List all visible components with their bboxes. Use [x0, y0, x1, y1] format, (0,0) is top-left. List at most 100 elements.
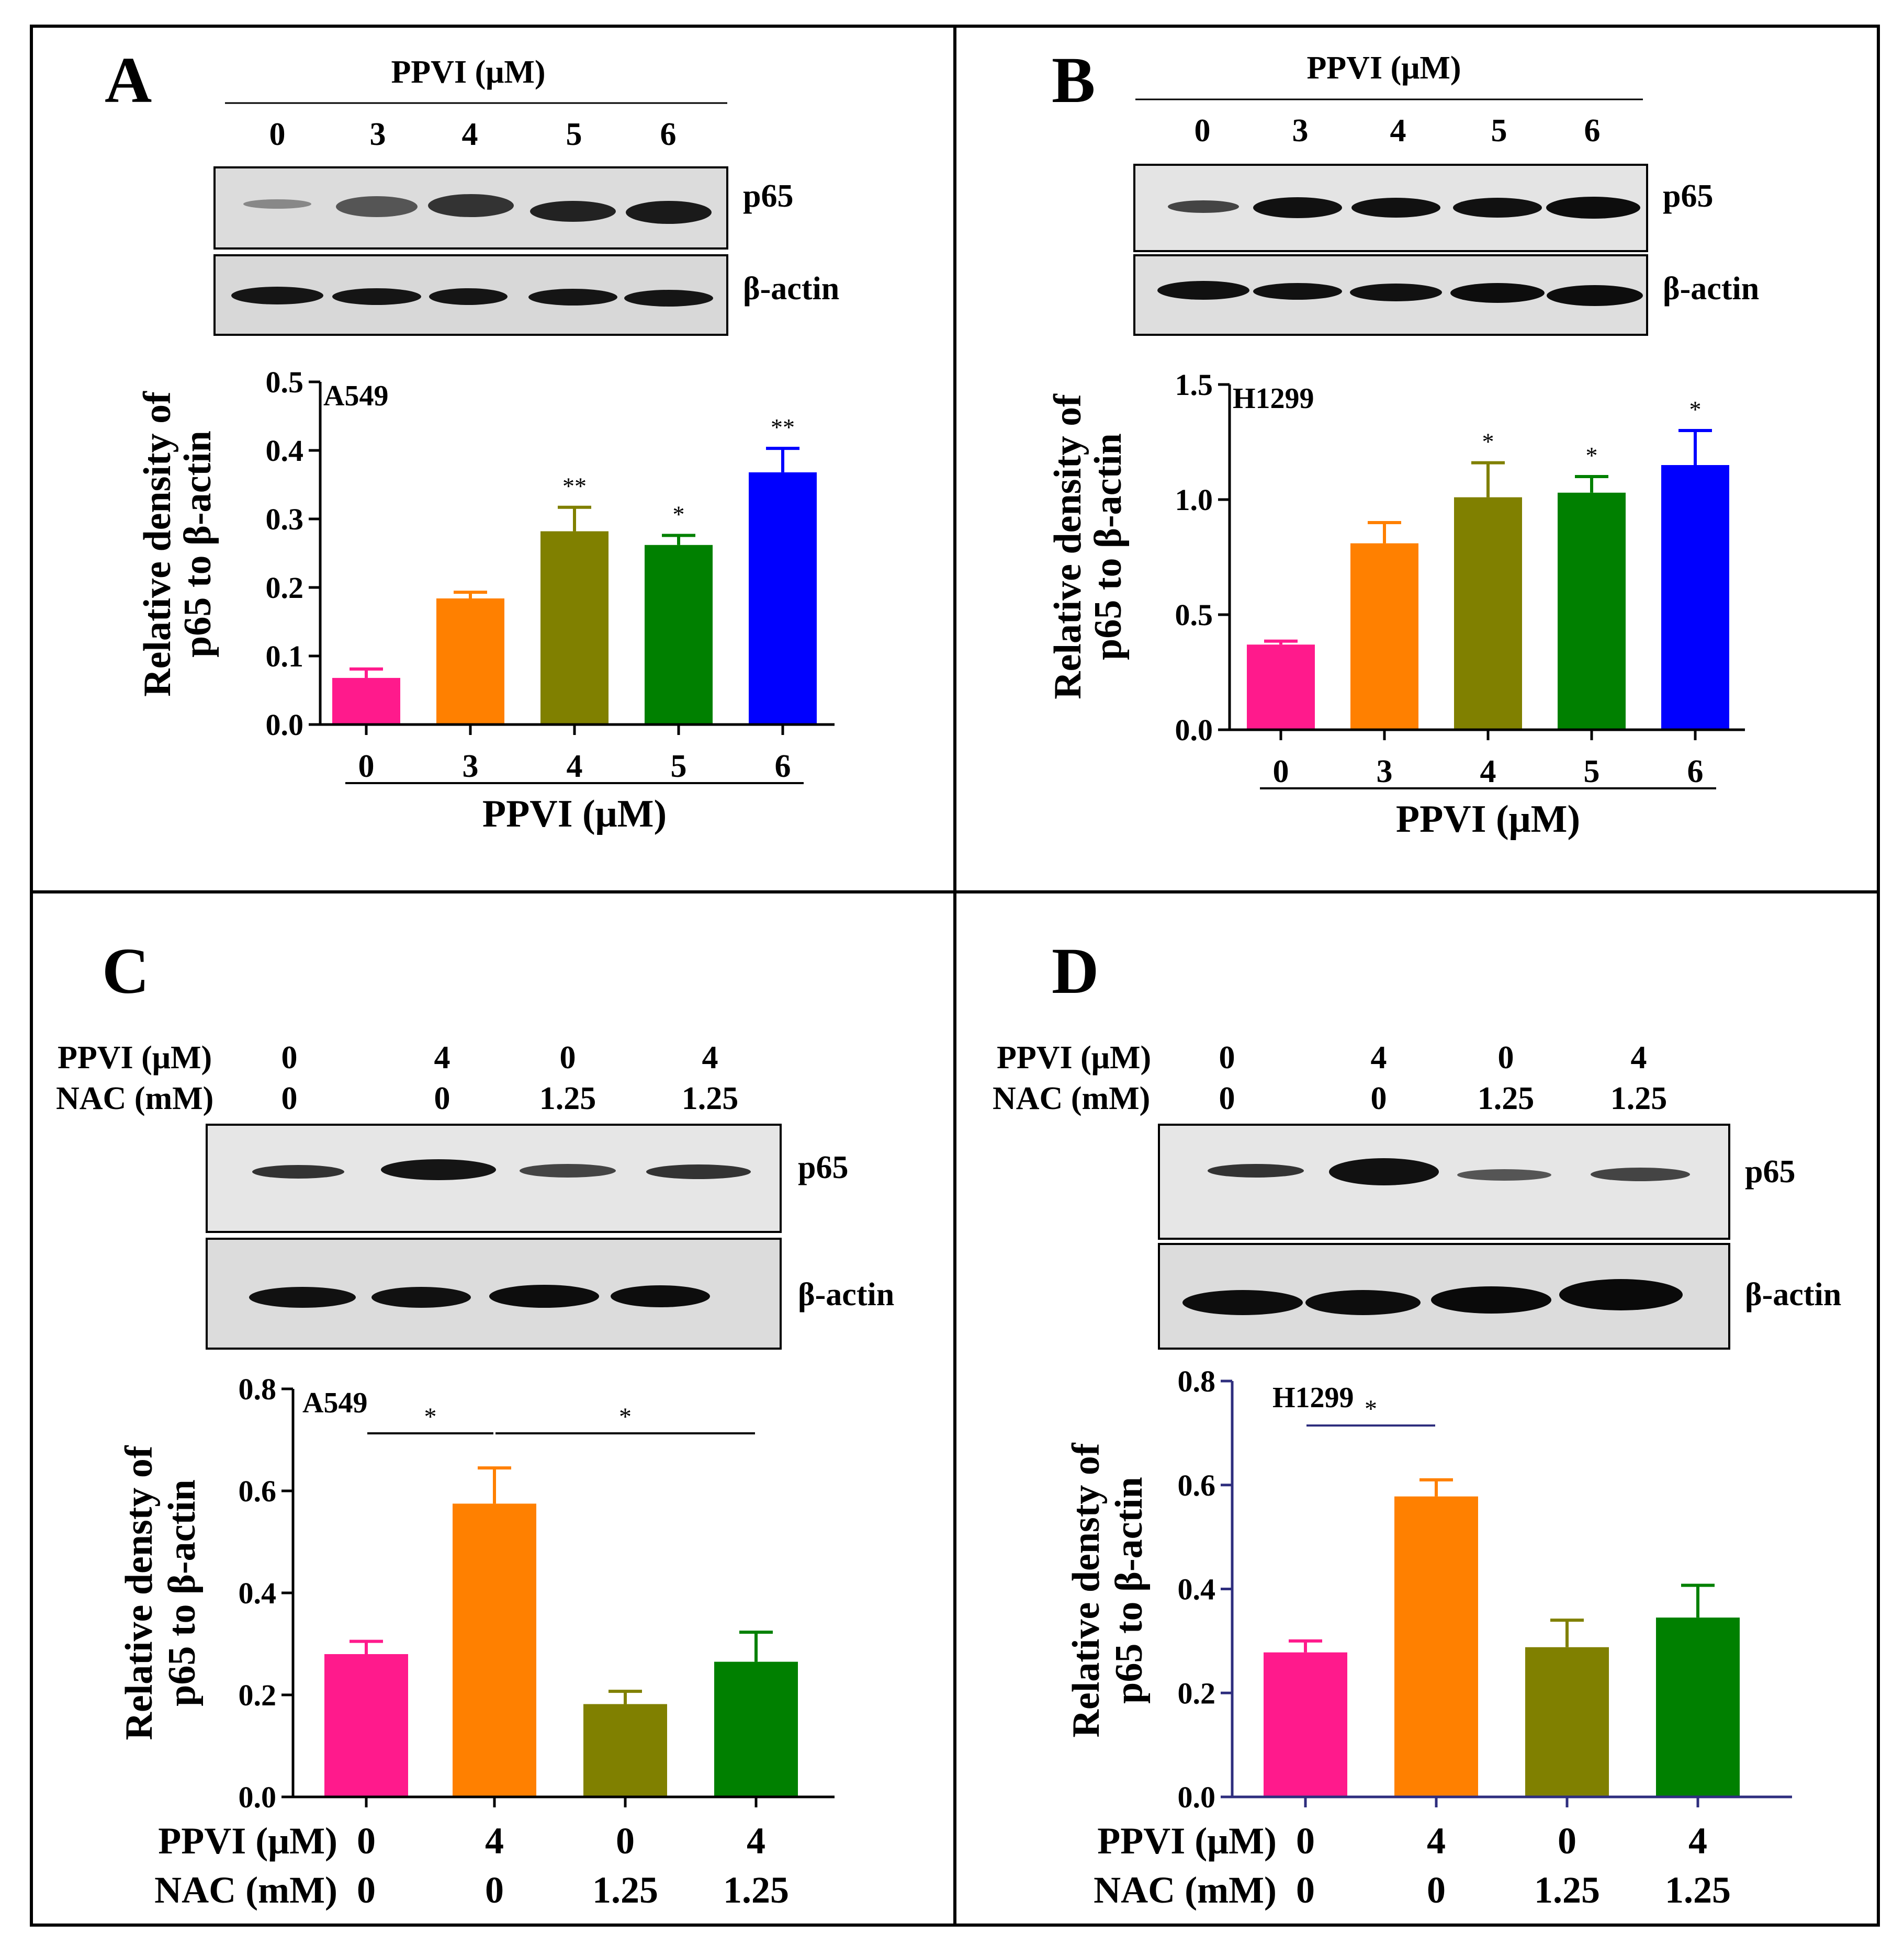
bar-0	[324, 1654, 408, 1797]
panel-letter-a: A	[105, 44, 152, 117]
y-axis-label-line-0: Relative density of	[1046, 393, 1089, 699]
x-tick-label-4: 6	[775, 749, 791, 784]
blot-a-header-title: PPVI (μM)	[391, 54, 545, 90]
y-axis-label-line-0: Relative densty of	[1065, 1442, 1108, 1737]
blot-a-actin-band-5	[624, 290, 713, 307]
blot-d-ppvi-4: 4	[1371, 1040, 1387, 1076]
y-tick-label-3: 1.5	[1175, 368, 1213, 402]
condition-row-label-0: PPVI (μM)	[1097, 1820, 1277, 1862]
blot-b-p65-band-3	[1351, 198, 1440, 218]
blot-a-p65-band-1	[243, 199, 311, 209]
blot-b-header-title: PPVI (μM)	[1306, 50, 1461, 86]
blot-c-nac-125: 1.25	[539, 1081, 596, 1116]
blot-c-actin-label: β-actin	[798, 1277, 894, 1313]
y-tick-label-4: 0.8	[1178, 1364, 1216, 1398]
blot-b-lane-5: 5	[1491, 113, 1507, 149]
blot-b-lane-4: 4	[1390, 113, 1406, 149]
panel-d: D PPVI (μM) NAC (mM) 0 4 0 4 0 0 1.25 1.…	[993, 935, 1841, 1911]
bar-4	[1661, 465, 1729, 730]
blot-b-p65-band-5	[1546, 197, 1640, 219]
blot-d-p65-band-3	[1457, 1169, 1551, 1181]
blot-d: PPVI (μM) NAC (mM) 0 4 0 4 0 0 1.25 1.25…	[993, 1040, 1841, 1350]
blot-d-nac-125b: 1.25	[1610, 1081, 1668, 1116]
y-axis-label-line-1: p65 to β-actin	[176, 431, 219, 658]
blot-d-nac-0b: 0	[1371, 1081, 1387, 1116]
panel-letter-b: B	[1052, 44, 1095, 117]
condition-value-0-1: 4	[1427, 1820, 1446, 1862]
blot-b-actin-band-1	[1157, 281, 1249, 300]
y-tick-label-3: 0.6	[239, 1474, 277, 1508]
blot-b-lane-6: 6	[1584, 113, 1601, 149]
blot-c-row-label-ppvi: PPVI (μM)	[58, 1040, 212, 1076]
y-axis-label-line-0: Relative densty of	[118, 1445, 161, 1740]
significance-4: **	[771, 414, 795, 440]
blot-d-actin-band-4	[1559, 1279, 1683, 1310]
blot-a-actin-label: β-actin	[743, 271, 839, 307]
blot-c-ppvi-0b: 0	[560, 1040, 576, 1076]
condition-value-1-3: 1.25	[723, 1869, 789, 1911]
blot-c-p65-label: p65	[798, 1150, 848, 1185]
blot-c-ppvi-0: 0	[281, 1040, 298, 1076]
blot-c-actin-band-4	[611, 1285, 710, 1307]
y-axis-label-line-1: p65 to β-actin	[1087, 433, 1130, 660]
blot-a-actin-band-2	[332, 288, 421, 305]
blot-b-lane-3: 3	[1292, 113, 1309, 149]
condition-value-1-0: 0	[1296, 1869, 1315, 1911]
cell-line-label: A549	[323, 380, 388, 412]
y-tick-label-1: 0.1	[266, 639, 304, 673]
blot-b-actin-band-4	[1450, 283, 1545, 303]
blot-d-nac-125: 1.25	[1478, 1081, 1535, 1116]
blot-d-p65-label: p65	[1745, 1154, 1795, 1190]
blot-d-row-label-nac: NAC (mM)	[993, 1081, 1150, 1116]
condition-value-1-1: 0	[1427, 1869, 1446, 1911]
x-tick-label-3: 5	[671, 749, 687, 784]
y-tick-label-2: 1.0	[1175, 483, 1213, 517]
x-tick-label-4: 6	[1687, 754, 1704, 789]
blot-b-actin-band-5	[1547, 285, 1643, 306]
blot-a-lane-6: 6	[660, 117, 677, 152]
y-axis-label-line-1: p65 to β-actin	[1108, 1477, 1151, 1704]
blot-b-actin-band-2	[1253, 283, 1342, 300]
blot-a: PPVI (μM) 0 3 4 5 6 p65 β-actin	[213, 54, 839, 336]
condition-value-0-0: 0	[357, 1820, 376, 1862]
panel-a: A PPVI (μM) 0 3 4 5 6 p65 β-actin *****0…	[105, 44, 839, 835]
blot-a-lane-5: 5	[566, 117, 582, 152]
condition-value-0-3: 4	[1688, 1820, 1707, 1862]
x-tick-label-1: 3	[463, 749, 479, 784]
bar-1	[1350, 543, 1418, 730]
y-tick-label-1: 0.5	[1175, 598, 1213, 632]
blot-c-p65-band-2	[381, 1159, 496, 1180]
y-tick-label-4: 0.8	[239, 1372, 277, 1406]
blot-b-actin-band-3	[1350, 284, 1442, 301]
y-tick-label-5: 0.5	[266, 365, 304, 399]
y-tick-label-2: 0.4	[1178, 1572, 1216, 1606]
blot-d-p65-band-1	[1208, 1164, 1304, 1178]
bar-3	[1656, 1617, 1740, 1797]
condition-value-1-0: 0	[357, 1869, 376, 1911]
blot-d-nac-0: 0	[1219, 1081, 1235, 1116]
blot-c-ppvi-4b: 4	[702, 1040, 718, 1076]
bar-1	[436, 598, 504, 725]
blot-c-p65-band-1	[252, 1165, 344, 1179]
chart-b: * * * 0.0 0.5 1.0 1.5 H1299 Relative density ofp…	[1046, 368, 1745, 841]
blot-b-lane-0: 0	[1195, 113, 1211, 149]
condition-value-1-1: 0	[485, 1869, 504, 1911]
cell-line-label: A549	[302, 1387, 367, 1419]
significance-2: *	[1482, 428, 1494, 455]
significance-bracket-label-0: *	[1365, 1395, 1377, 1423]
blot-d-actin-label: β-actin	[1745, 1277, 1841, 1313]
condition-row-label-1: NAC (mM)	[1094, 1869, 1277, 1911]
blot-b-p65-label: p65	[1663, 178, 1713, 214]
y-tick-label-4: 0.4	[266, 434, 304, 468]
x-tick-label-1: 3	[1377, 754, 1393, 789]
blot-a-actin-band-1	[231, 287, 323, 304]
x-tick-label-2: 4	[567, 749, 583, 784]
blot-c-row-label-nac: NAC (mM)	[56, 1081, 213, 1116]
y-tick-label-2: 0.2	[266, 571, 304, 605]
blot-d-actin-band-3	[1431, 1286, 1551, 1314]
y-axis-label-line-1: p65 to β-actin	[161, 1479, 204, 1706]
condition-value-1-2: 1.25	[592, 1869, 658, 1911]
bar-2	[1525, 1647, 1609, 1797]
bar-1	[1394, 1496, 1478, 1797]
